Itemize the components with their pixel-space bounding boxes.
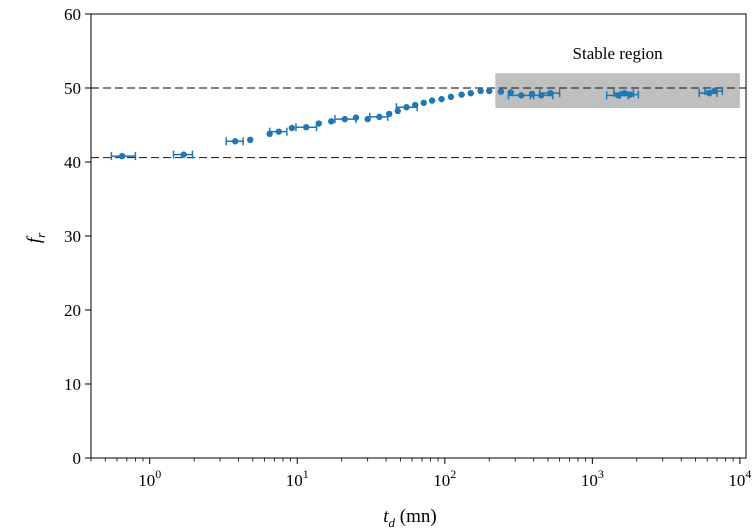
y-tick-label: 10 xyxy=(64,375,81,394)
data-marker xyxy=(118,152,126,160)
data-marker xyxy=(477,87,484,95)
stable-region-label: Stable region xyxy=(573,44,664,63)
y-tick-label: 40 xyxy=(64,153,81,172)
data-point xyxy=(428,97,436,104)
data-marker xyxy=(486,87,493,95)
data-point xyxy=(295,123,318,132)
x-tick-exponent: 0 xyxy=(155,467,161,481)
data-marker xyxy=(403,104,410,111)
data-marker xyxy=(497,88,505,95)
data-point xyxy=(334,115,357,124)
data-marker xyxy=(394,107,401,115)
data-point xyxy=(386,110,393,118)
data-marker xyxy=(232,138,239,145)
x-axis-ticks: 100 101 102 103 104 xyxy=(90,458,751,490)
data-marker xyxy=(411,101,419,109)
data-point xyxy=(486,87,493,95)
x-tick-base: 10 xyxy=(286,471,303,490)
y-axis-label-sub: r xyxy=(33,232,48,238)
data-marker xyxy=(626,91,634,98)
data-marker xyxy=(518,92,525,99)
data-marker xyxy=(315,120,323,127)
data-point xyxy=(538,89,561,98)
data-marker xyxy=(341,115,349,123)
data-marker xyxy=(288,124,296,132)
data-marker xyxy=(467,89,474,97)
data-point xyxy=(467,89,474,97)
x-axis-label-sub: d xyxy=(389,515,396,530)
data-point xyxy=(420,99,427,107)
x-tick-base: 10 xyxy=(728,471,745,490)
y-tick-label: 30 xyxy=(64,227,81,246)
data-point xyxy=(458,91,465,98)
data-marker xyxy=(376,113,383,121)
x-tick-label: 103 xyxy=(581,467,604,490)
data-marker xyxy=(420,99,427,107)
data-point xyxy=(477,87,484,95)
x-axis-label: td (mn) xyxy=(383,506,436,530)
data-marker xyxy=(438,95,445,103)
stable-region-box xyxy=(495,73,740,108)
x-tick-base: 10 xyxy=(581,471,598,490)
data-marker xyxy=(328,118,335,125)
y-tick-label: 0 xyxy=(73,449,82,468)
x-tick-exponent: 1 xyxy=(303,467,309,481)
data-point xyxy=(288,124,296,132)
x-tick-exponent: 2 xyxy=(450,467,456,481)
data-point xyxy=(438,95,445,103)
data-point xyxy=(369,112,389,121)
data-marker xyxy=(275,128,283,135)
data-point xyxy=(268,127,288,136)
reference-lines-layer xyxy=(91,87,746,159)
data-point xyxy=(247,136,254,143)
data-marker xyxy=(303,124,310,131)
data-marker xyxy=(458,91,465,98)
data-point xyxy=(704,86,724,95)
x-tick-exponent: 3 xyxy=(598,467,604,481)
data-point xyxy=(497,88,505,95)
x-tick-label: 101 xyxy=(286,467,309,490)
data-point xyxy=(447,93,455,101)
stable-region-layer xyxy=(495,73,740,108)
data-point xyxy=(172,150,194,159)
y-axis-label: fr xyxy=(24,232,48,243)
data-point xyxy=(352,114,360,121)
x-tick-exponent: 4 xyxy=(745,467,751,481)
data-marker xyxy=(247,136,254,143)
y-tick-label: 50 xyxy=(64,79,81,98)
data-marker xyxy=(711,87,718,95)
data-point xyxy=(619,90,640,99)
data-points-layer xyxy=(110,86,724,161)
y-tick-label: 20 xyxy=(64,301,81,320)
y-axis-ticks: 0 10 20 30 40 50 60 xyxy=(64,5,91,468)
data-marker xyxy=(180,151,187,158)
x-tick-label: 102 xyxy=(433,467,456,490)
data-point xyxy=(411,101,419,109)
x-tick-base: 10 xyxy=(433,471,450,490)
x-axis-label-main: t xyxy=(383,506,389,527)
x-tick-base: 10 xyxy=(138,471,155,490)
data-point xyxy=(328,118,335,125)
data-marker xyxy=(386,110,393,118)
data-marker xyxy=(428,97,436,104)
x-tick-label: 104 xyxy=(728,467,751,490)
data-marker xyxy=(547,89,554,97)
x-axis-label-unit: (mn) xyxy=(395,506,437,527)
x-tick-label: 100 xyxy=(138,467,161,490)
data-marker xyxy=(621,89,628,97)
data-point xyxy=(225,137,244,146)
data-point xyxy=(394,107,401,115)
data-marker xyxy=(352,114,360,121)
data-marker xyxy=(447,93,455,101)
data-point xyxy=(110,152,137,161)
y-axis-label-main: f xyxy=(24,235,45,243)
y-tick-label: 60 xyxy=(64,5,81,24)
data-point xyxy=(315,120,323,127)
